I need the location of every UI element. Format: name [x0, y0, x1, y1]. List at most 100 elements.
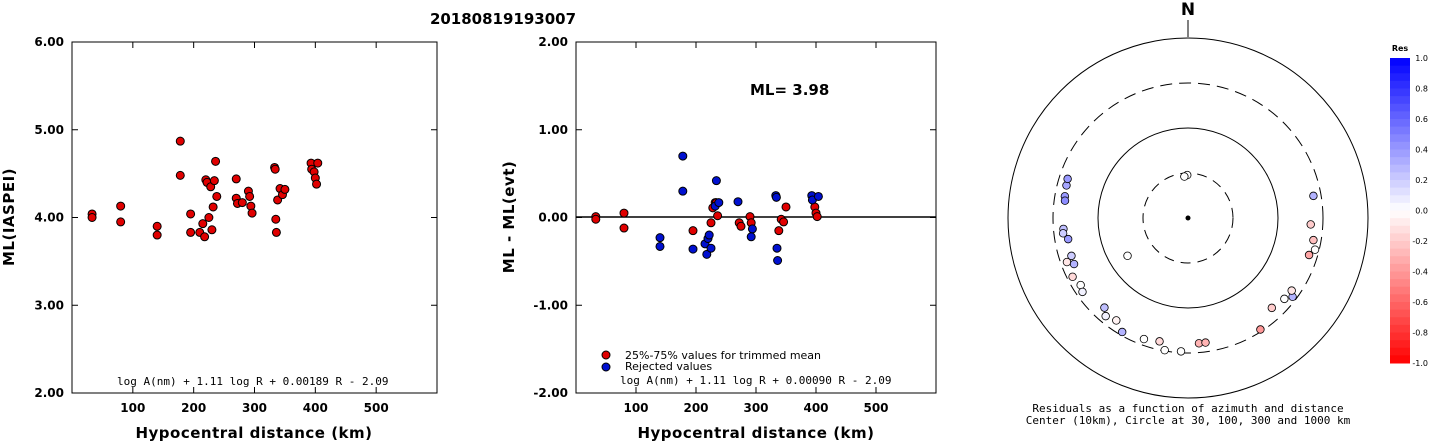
ml-iaspei-point — [209, 176, 219, 186]
station-residual-point — [1060, 196, 1070, 205]
ml-iaspei-y-tick-label: 6.00 — [34, 35, 64, 49]
ml-residual-panel: 100 200 300 400 500 -2.00 -1.00 0.00 1.00 2.00 ML… — [500, 35, 937, 441]
ml-iaspei-x-axis-label: Hypocentral distance (km) — [135, 424, 372, 441]
station-residual-point — [1062, 257, 1072, 267]
station-residual-point — [1078, 287, 1087, 297]
colorbar-cell — [1390, 256, 1410, 265]
ml-residual-x-tick-label: 500 — [863, 401, 888, 415]
ml-iaspei-x-tick-label: 300 — [242, 401, 267, 415]
ml-residual-y-tick-label: -2.00 — [533, 386, 568, 400]
ml-residual-point-series-1 — [773, 255, 783, 265]
colorbar-cell — [1390, 58, 1410, 67]
colorbar-cell — [1390, 88, 1410, 97]
ml-residual-point-series-1 — [746, 232, 756, 242]
legend-label-trimmed: 25%-75% values for trimmed mean — [625, 349, 821, 362]
colorbar-tick-label: 0.2 — [1415, 176, 1428, 185]
colorbar-cell — [1390, 340, 1410, 349]
station-residual-point — [1310, 245, 1320, 254]
ml-iaspei-point — [212, 191, 222, 201]
station-residual-point — [1139, 334, 1149, 344]
colorbar-cell — [1390, 73, 1410, 82]
colorbar-tick-label: 1.0 — [1415, 54, 1428, 63]
colorbar-cell — [1390, 80, 1410, 89]
station-residual-point — [1112, 316, 1121, 325]
station-residual-point — [1123, 251, 1132, 260]
station-residual-point — [1280, 294, 1289, 304]
station-residual-point — [1201, 338, 1210, 347]
ml-iaspei-point — [231, 174, 241, 184]
colorbar-cell — [1390, 96, 1410, 105]
north-label: N — [1181, 0, 1195, 20]
ml-residual-point-series-0 — [774, 226, 784, 236]
ml-iaspei-point — [271, 214, 281, 224]
colorbar-cell — [1390, 225, 1410, 234]
station-residual-point — [1117, 327, 1127, 337]
ml-residual-x-tick-label: 300 — [743, 401, 768, 415]
station-residual-points — [1058, 170, 1320, 356]
ml-residual-point-series-0 — [779, 217, 789, 227]
ml-residual-point-series-1 — [702, 249, 712, 259]
ml-iaspei-point — [200, 232, 210, 242]
ml-residual-point-series-1 — [678, 186, 688, 196]
colorbar-cell — [1390, 279, 1410, 288]
ring-100km — [1097, 127, 1279, 309]
ml-residual-point-series-0 — [591, 214, 601, 224]
colorbar-cell — [1390, 355, 1410, 364]
ml-residual-point-series-1 — [706, 243, 716, 253]
ml-residual-y-axis-label: ML - ML(evt) — [500, 161, 518, 273]
ml-iaspei-point — [198, 219, 208, 229]
ml-residual-point-series-1 — [747, 224, 757, 234]
ml-residual-point-series-0 — [781, 202, 791, 212]
colorbar-tick-label: 0.0 — [1415, 207, 1428, 216]
ml-iaspei-point — [116, 217, 126, 227]
station-residual-point — [1176, 347, 1186, 356]
colorbar-cells — [1390, 58, 1410, 364]
station-residual-point — [1076, 280, 1085, 290]
station-residual-point — [1063, 174, 1072, 184]
colorbar-tick-label: -0.4 — [1412, 268, 1428, 277]
ml-iaspei-point — [312, 179, 322, 189]
ml-residual-point-series-1 — [678, 151, 688, 161]
ml-residual-point-series-1 — [655, 233, 665, 243]
ml-iaspei-y-axis-label: ML(IASPEI) — [0, 168, 18, 266]
ml-iaspei-point — [207, 225, 217, 235]
colorbar-cell — [1390, 119, 1410, 128]
station-residual-point — [1180, 172, 1189, 181]
ml-iaspei-ticks: 100 200 300 400 500 2.00 3.00 4.00 5.00 6.00 — [34, 35, 437, 415]
ml-iaspei-point — [208, 202, 218, 212]
station-residual-point — [1267, 303, 1277, 313]
ml-iaspei-formula: log A(nm) + 1.11 log R + 0.00189 R - 2.0… — [117, 375, 389, 388]
ml-iaspei-point — [247, 208, 257, 218]
colorbar-tick-label: -1.0 — [1412, 359, 1428, 368]
station-residual-point — [1101, 311, 1110, 321]
colorbar-cell — [1390, 65, 1410, 74]
ml-iaspei-x-tick-label: 100 — [120, 401, 145, 415]
colorbar-title: Res — [1392, 44, 1409, 53]
colorbar-cell — [1390, 141, 1410, 150]
colorbar-cell — [1390, 187, 1410, 196]
colorbar-cell — [1390, 134, 1410, 143]
ml-iaspei-point — [204, 213, 214, 222]
ml-residual-point-series-1 — [733, 197, 743, 207]
ml-iaspei-point — [152, 230, 162, 240]
ml-iaspei-point — [175, 170, 185, 180]
ml-residual-point-series-1 — [771, 192, 781, 202]
legend-marker-rejected — [601, 362, 611, 372]
ml-iaspei-points — [87, 136, 323, 242]
ml-iaspei-point — [186, 227, 196, 237]
ml-residual-point-series-0 — [688, 226, 698, 236]
colorbar-tick-label: -0.8 — [1412, 329, 1428, 338]
ml-iaspei-point — [186, 209, 196, 219]
ml-iaspei-point — [280, 184, 290, 194]
ml-residual-point-series-1 — [704, 230, 714, 240]
station-residual-point — [1256, 325, 1265, 334]
station-residual-point — [1100, 303, 1109, 312]
ml-residual-point-series-0 — [713, 211, 723, 221]
colorbar-cell — [1390, 324, 1410, 333]
colorbar-tick-label: -0.6 — [1412, 298, 1428, 307]
legend-marker-trimmed — [601, 350, 611, 360]
ml-iaspei-x-tick-label: 400 — [303, 401, 328, 415]
ml-residual-point-series-1 — [688, 244, 698, 254]
colorbar-tick-label: 0.8 — [1415, 85, 1428, 94]
